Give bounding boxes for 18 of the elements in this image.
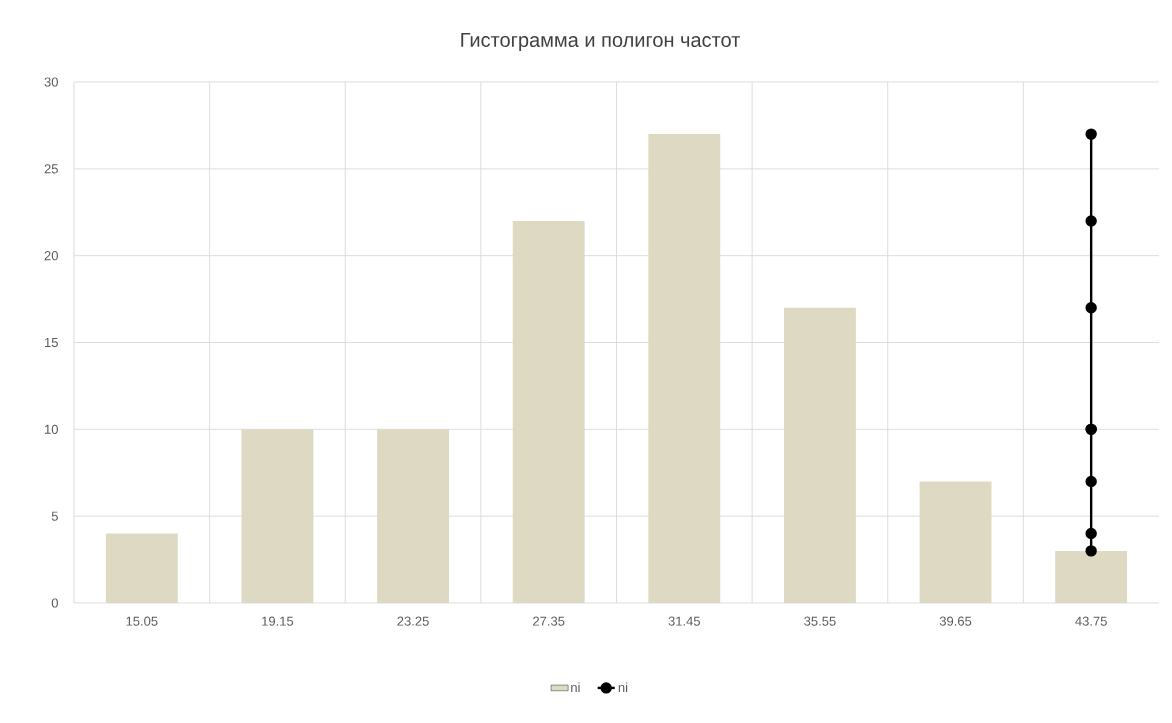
x-tick-label: 43.75	[1075, 616, 1107, 626]
x-tick-label: 31.45	[668, 616, 701, 626]
x-tick-label: 39.65	[939, 616, 972, 626]
x-tick-label: 35.55	[804, 616, 836, 626]
legend-label: ni	[618, 682, 628, 692]
x-tick-label: 27.35	[533, 616, 565, 626]
y-tick-label: 10	[45, 424, 58, 434]
x-tick-label: 15.05	[126, 616, 158, 626]
chart-title: Гистограмма и полигон частот	[461, 33, 741, 51]
y-tick-label: 15	[45, 337, 58, 348]
y-tick-label: 5	[51, 511, 58, 521]
y-tick-label: 0	[51, 598, 58, 608]
y-tick-label: 20	[44, 251, 58, 261]
x-tick-label: 19.15	[262, 616, 294, 626]
x-tick-label: 23.25	[397, 616, 429, 626]
legend-label: ni	[571, 682, 580, 692]
y-tick-label: 25	[44, 164, 58, 174]
y-tick-label: 30	[44, 77, 58, 87]
